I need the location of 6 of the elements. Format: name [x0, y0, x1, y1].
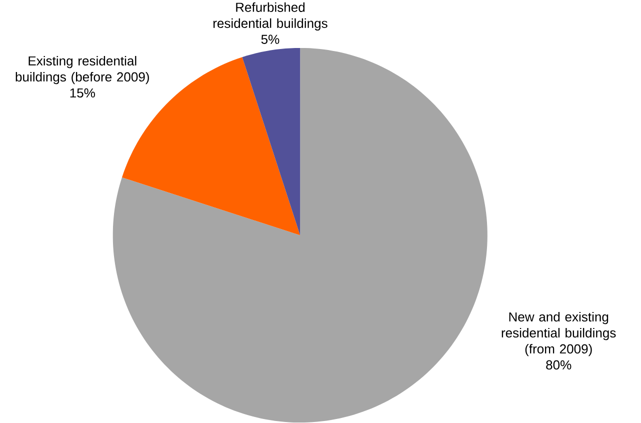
slice-label: Existing residential buildings (before 2009): [16, 56, 149, 84]
slice-label: New and existing residential buildings (from 2009): [502, 312, 616, 356]
slice-label: Refurbished residential buildings: [213, 2, 328, 31]
data-label: 15%: [70, 88, 95, 98]
data-label: 5%: [261, 35, 280, 44]
data-label: 80%: [546, 360, 572, 370]
